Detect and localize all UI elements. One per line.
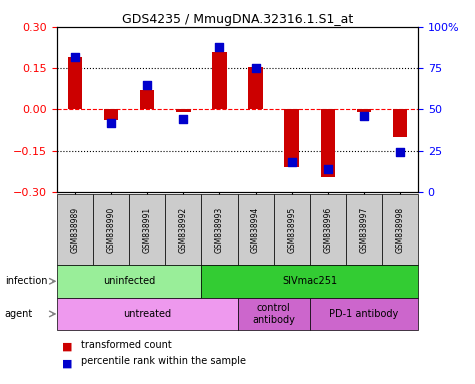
Point [324,166,332,172]
Bar [212,51,227,109]
Text: agent: agent [5,309,33,319]
Text: GDS4235 / MmugDNA.32316.1.S1_at: GDS4235 / MmugDNA.32316.1.S1_at [122,13,353,26]
Bar [176,109,190,112]
Text: percentile rank within the sample: percentile rank within the sample [81,356,246,366]
Text: GSM838991: GSM838991 [143,206,152,253]
Text: infection: infection [5,276,47,286]
Text: uninfected: uninfected [103,276,155,286]
Point [216,44,223,50]
Text: GSM838996: GSM838996 [323,206,332,253]
Point [180,116,187,122]
Text: GSM838997: GSM838997 [360,206,368,253]
Text: GSM838989: GSM838989 [71,206,79,253]
Text: untreated: untreated [123,309,171,319]
Point [143,81,151,88]
Bar [248,67,263,109]
Text: SIVmac251: SIVmac251 [282,276,337,286]
Text: control
antibody: control antibody [252,303,295,325]
Point [71,53,79,60]
Point [107,119,115,126]
Text: GSM838992: GSM838992 [179,206,188,253]
Text: GSM838998: GSM838998 [396,206,404,253]
Text: GSM838994: GSM838994 [251,206,260,253]
Text: transformed count: transformed count [81,340,171,350]
Text: ■: ■ [62,358,72,368]
Text: PD-1 antibody: PD-1 antibody [329,309,399,319]
Point [396,149,404,156]
Point [288,159,295,166]
Bar [68,57,82,109]
Bar [140,90,154,109]
Bar [321,109,335,177]
Point [360,113,368,119]
Bar [393,109,407,137]
Bar [285,109,299,167]
Text: GSM838995: GSM838995 [287,206,296,253]
Bar [357,109,371,112]
Text: GSM838990: GSM838990 [107,206,115,253]
Bar [104,109,118,121]
Text: GSM838993: GSM838993 [215,206,224,253]
Text: ■: ■ [62,342,72,352]
Point [252,65,259,71]
